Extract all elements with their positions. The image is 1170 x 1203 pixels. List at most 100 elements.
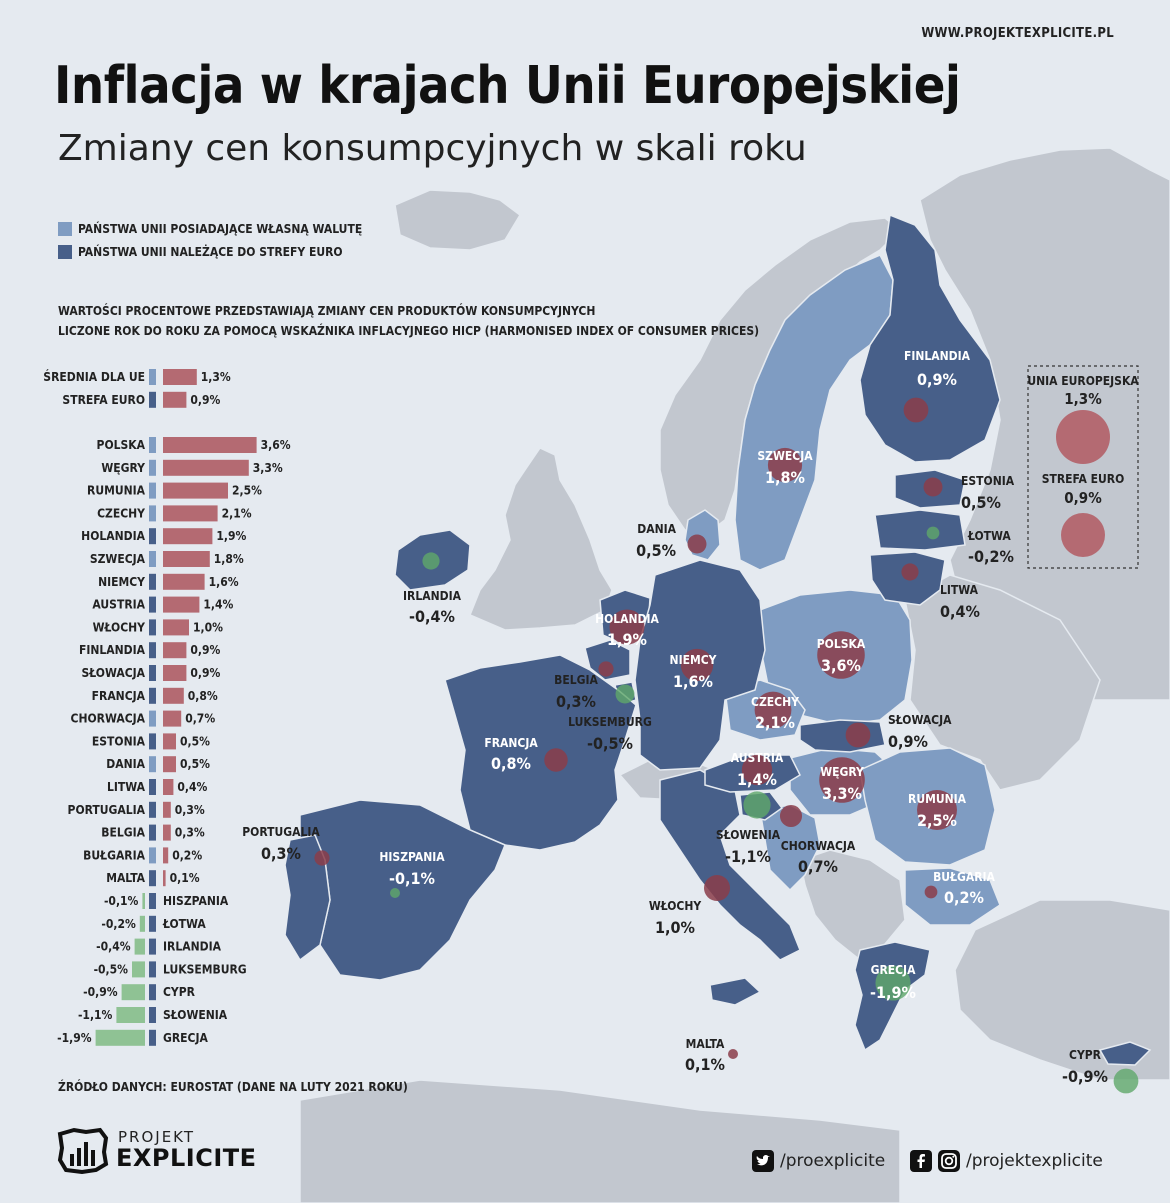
- summary-box: UNIA EUROPEJSKA 1,3% STREFA EURO 0,9%: [1027, 365, 1139, 569]
- map-label-litwa: LITWA: [940, 583, 979, 597]
- note-line-1: WARTOŚCI PROCENTOWE PRZEDSTAWIAJĄ ZMIANY…: [58, 304, 596, 318]
- zone-marker: [149, 573, 156, 590]
- map-label-niemcy: NIEMCY: [670, 653, 717, 667]
- map-value-litwa: 0,4%: [940, 602, 980, 621]
- bar-country-label: BUŁGARIA: [83, 848, 145, 862]
- cyprus-shape: [1098, 1041, 1152, 1066]
- bar-value-label: 0,8%: [188, 689, 218, 703]
- map-label-bulgaria: BUŁGARIA: [933, 870, 995, 884]
- bar-country-label: NIEMCY: [98, 575, 145, 589]
- bar-row-rumunia: RUMUNIA 2,5%: [87, 482, 262, 499]
- map-value-belgia: 0,3%: [556, 692, 596, 711]
- instagram-icon: [938, 1150, 960, 1172]
- bar-country-label: WŁOCHY: [93, 620, 146, 634]
- zone-marker: [149, 482, 156, 499]
- zone-marker: [149, 391, 156, 408]
- bubble-grecja: [875, 965, 911, 1001]
- map-label-irlandia: IRLANDIA: [403, 589, 462, 603]
- map-labels: FINLANDIA 0,9% SZWECJA 1,8% ESTONIA 0,5% ŁOTWA…: [242, 349, 1108, 1086]
- bar: [163, 619, 189, 636]
- bubbles: [314, 397, 1139, 1094]
- bar: [142, 893, 145, 909]
- bar-row-czechy: CZECHY 2,1%: [97, 505, 252, 522]
- legend-own-swatch: [58, 222, 72, 236]
- map-value-niemcy: 1,6%: [673, 672, 713, 691]
- zone-marker: [149, 756, 156, 773]
- zone-marker: [149, 847, 156, 864]
- bar-value-label: 0,5%: [180, 734, 210, 748]
- map-label-estonia: ESTONIA: [961, 474, 1015, 488]
- bar-row-srednia-dla-ue: ŚREDNIA DLA UE 1,3%: [43, 369, 231, 385]
- zone-marker: [149, 619, 156, 636]
- facebook-instagram-link[interactable]: /projektexplicite: [910, 1150, 1103, 1172]
- bubble-belgia: [598, 661, 614, 677]
- map-label-slowenia: SŁOWENIA: [716, 828, 781, 842]
- bar-row-lotwa: -0,2% ŁOTWA: [101, 915, 206, 932]
- map-label-luksemburg: LUKSEMBURG: [568, 715, 652, 729]
- finland-shape: [859, 213, 1001, 463]
- summary-euro-value: 0,9%: [1064, 489, 1102, 507]
- zone-marker: [149, 961, 156, 978]
- bar: [95, 1029, 145, 1046]
- bar-country-label: HOLANDIA: [81, 529, 145, 543]
- turkey-shape: [954, 899, 1170, 1081]
- zone-marker: [149, 551, 156, 567]
- bar: [163, 824, 171, 841]
- legend-own-label: PAŃSTWA UNII POSIADAJĄCE WŁASNĄ WALUTĘ: [78, 222, 363, 236]
- bar: [163, 459, 249, 476]
- data-source: ŹRÓDŁO DANYCH: EUROSTAT (DANE NA LUTY 20…: [58, 1080, 408, 1094]
- bar-row-cypr: -0,9% CYPR: [83, 984, 196, 1001]
- bar-country-label: CHORWACJA: [71, 712, 146, 726]
- slovakia-shape: [799, 719, 886, 753]
- summary-eu-value: 1,3%: [1064, 390, 1102, 408]
- bar-value-label: -0,1%: [104, 894, 139, 908]
- bar-row-chorwacja: CHORWACJA 0,7%: [71, 710, 215, 727]
- bar-value-label: 0,9%: [190, 393, 220, 407]
- bar-row-irlandia: -0,4% IRLANDIA: [96, 938, 222, 955]
- bar-value-label: 3,6%: [261, 438, 291, 452]
- zone-marker: [149, 459, 156, 476]
- bar-country-label: RUMUNIA: [87, 484, 146, 498]
- bar-row-wegry: WĘGRY 3,3%: [101, 459, 283, 476]
- map-label-malta: MALTA: [686, 1037, 725, 1051]
- map-value-portugalia: 0,3%: [261, 844, 301, 863]
- bar: [134, 938, 145, 955]
- zone-marker: [149, 710, 156, 727]
- bar-row-wlochy: WŁOCHY 1,0%: [93, 619, 223, 636]
- map-label-dania: DANIA: [637, 522, 676, 536]
- zone-marker: [149, 528, 156, 545]
- bar-country-label: SŁOWACJA: [82, 666, 146, 680]
- uk-shape: [469, 447, 613, 631]
- twitter-link[interactable]: /proexplicite: [752, 1150, 885, 1172]
- bar-value-label: -0,9%: [83, 985, 118, 999]
- bar-value-label: -0,4%: [96, 940, 131, 954]
- bar: [121, 984, 145, 1001]
- map-value-wegry: 3,3%: [822, 784, 862, 803]
- zone-marker: [149, 596, 156, 613]
- bar-country-label: PORTUGALIA: [68, 803, 146, 817]
- map-value-rumunia: 2,5%: [917, 811, 957, 830]
- bar-country-label: IRLANDIA: [163, 940, 222, 954]
- latvia-shape: [874, 509, 966, 551]
- bubble-finlandia: [903, 397, 929, 423]
- bar-value-label: 1,4%: [203, 598, 233, 612]
- map-value-slowenia: -1,1%: [725, 847, 771, 866]
- bubble-wlochy: [704, 875, 730, 901]
- site-url[interactable]: WWW.PROJEKTEXPLICITE.PL: [921, 26, 1114, 41]
- bar: [163, 573, 205, 590]
- bar-row-francja: FRANCJA 0,8%: [92, 687, 218, 704]
- bubble-szwecja: [767, 447, 803, 483]
- portugal-shape: [284, 834, 331, 962]
- bar: [163, 756, 176, 773]
- bar-country-label: ŚREDNIA DLA UE: [43, 369, 145, 384]
- bar: [116, 1007, 145, 1023]
- facebook-icon: [910, 1150, 932, 1172]
- bar: [163, 391, 187, 408]
- zone-marker: [149, 1029, 156, 1046]
- bubble-holandia: [609, 609, 645, 645]
- bar-value-label: 0,4%: [177, 780, 207, 794]
- bar-value-label: 1,3%: [201, 370, 231, 384]
- map-label-grecja: GRECJA: [871, 963, 916, 977]
- zone-marker: [149, 505, 156, 522]
